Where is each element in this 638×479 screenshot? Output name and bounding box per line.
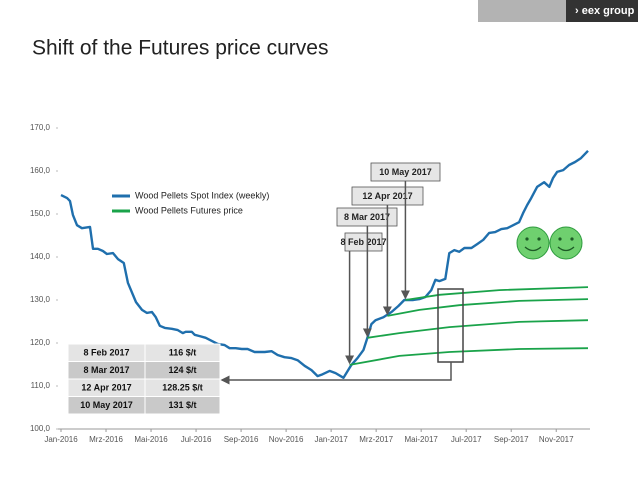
x-tick-label: Jan-2016	[44, 435, 78, 444]
header-block	[478, 0, 566, 22]
futures-curve	[349, 347, 589, 366]
x-tick-label: Sep-2016	[224, 435, 259, 444]
table-text: 8 Mar 2017	[83, 365, 129, 375]
y-tick-label: 140,0	[30, 252, 51, 261]
table-text: 10 May 2017	[80, 400, 133, 410]
y-tick-label: 120,0	[30, 338, 51, 347]
table-text: 116 $/t	[169, 348, 197, 358]
legend-label: Wood Pellets Futures price	[135, 205, 243, 215]
callout-label: 12 Apr 2017	[362, 191, 412, 201]
futures-curve	[387, 298, 589, 317]
header-logo-bg	[566, 0, 638, 22]
y-tick-label: 100,0	[30, 424, 51, 433]
futures-curve	[367, 319, 589, 339]
table-text: 124 $/t	[168, 365, 196, 375]
x-tick-label: Nov-2016	[269, 435, 304, 444]
x-tick-label: Nov-2017	[539, 435, 574, 444]
chart-title: Shift of the Futures price curves	[32, 37, 328, 60]
futures-curve	[405, 286, 589, 301]
smileys	[516, 226, 583, 260]
callout-label: 10 May 2017	[379, 167, 432, 177]
table-cell	[144, 396, 221, 415]
table-text: 12 Apr 2017	[81, 383, 131, 393]
table-text: 8 Feb 2017	[83, 348, 129, 358]
y-tick-label: 160,0	[30, 166, 51, 175]
legend-label: Wood Pellets Spot Index (weekly)	[135, 190, 269, 200]
x-tick-label: Sep-2017	[494, 435, 529, 444]
x-tick-label: Jan-2017	[314, 435, 348, 444]
x-tick-label: Mrz-2016	[89, 435, 123, 444]
table-arrow	[220, 362, 452, 385]
y-tick-label: 110,0	[31, 381, 51, 390]
y-tick-label: 130,0	[30, 295, 51, 304]
x-tick-label: Jul-2016	[181, 435, 212, 444]
callout-label: 8 Mar 2017	[344, 212, 390, 222]
x-tick-label: Mrz-2017	[359, 435, 393, 444]
callout-label: 8 Feb 2017	[340, 237, 386, 247]
x-tick-label: Mai-2017	[404, 435, 438, 444]
table-text: 128.25 $/t	[162, 383, 203, 393]
callout-box	[344, 232, 383, 252]
y-tick-label: 150,0	[30, 209, 51, 218]
logo: › eex group	[575, 5, 635, 17]
spot-line	[60, 149, 589, 379]
table-text: 131 $/t	[168, 400, 196, 410]
x-tick-label: Mai-2016	[134, 435, 168, 444]
y-tick-label: 170,0	[30, 123, 51, 132]
x-tick-label: Jul-2017	[451, 435, 482, 444]
